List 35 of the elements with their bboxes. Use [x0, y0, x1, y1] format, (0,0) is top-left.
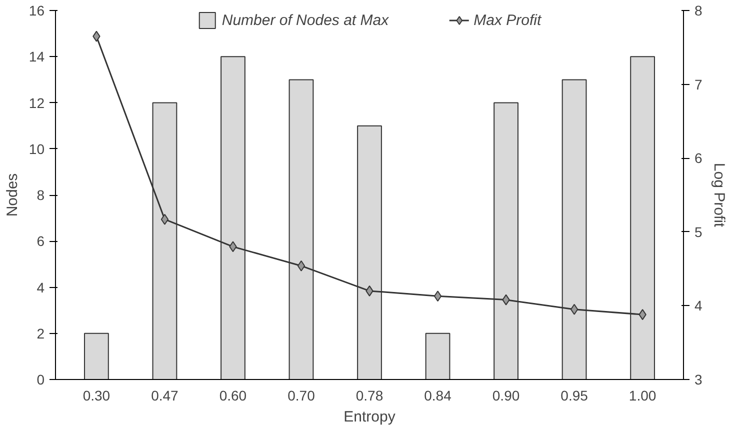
y2-tick-label: 4: [694, 298, 702, 314]
y-tick-label: 12: [28, 94, 45, 111]
point: [160, 214, 169, 225]
y-tick-label: 0: [36, 372, 45, 388]
y-axis-title: Nodes: [4, 173, 21, 217]
point: [570, 304, 578, 315]
y2-tick-label: 3: [694, 372, 702, 388]
x-tick-label: 0.30: [82, 388, 110, 404]
x-axis-title: Entropy: [344, 408, 396, 426]
y2-tick-label: 6: [694, 150, 702, 166]
y-tick-label: 10: [28, 140, 45, 157]
y-tick-label: 2: [36, 325, 45, 342]
x-tick-label: 0.70: [288, 388, 316, 404]
x-tick-label: 1.00: [628, 388, 656, 404]
point: [434, 290, 442, 302]
legend-label: Max Profit: [474, 12, 542, 28]
point: [297, 260, 306, 272]
bar: [425, 332, 450, 380]
x-tick-label: 0.90: [492, 388, 520, 404]
x-tick-label: 0.47: [151, 388, 179, 404]
y-tick-label: 8: [36, 187, 45, 203]
legend-label: Number of Nodes at Max: [222, 12, 389, 28]
x-tick-label: 0.84: [424, 388, 452, 404]
x-tick-label: 0.60: [219, 388, 247, 404]
y-tick-label: 4: [36, 279, 45, 296]
y2-tick-label: 5: [694, 224, 702, 240]
y-tick-label: 6: [36, 233, 45, 250]
y2-tick-label: 7: [694, 76, 702, 92]
y-tick-label: 16: [28, 2, 45, 18]
y-tick-label: 14: [28, 48, 45, 65]
y2-tick-label: 8: [694, 2, 702, 18]
x-tick-label: 0.78: [356, 388, 384, 404]
y2-axis-title: Log Profit: [710, 162, 728, 228]
x-tick-label: 0.95: [560, 388, 588, 404]
bar: [84, 332, 109, 380]
